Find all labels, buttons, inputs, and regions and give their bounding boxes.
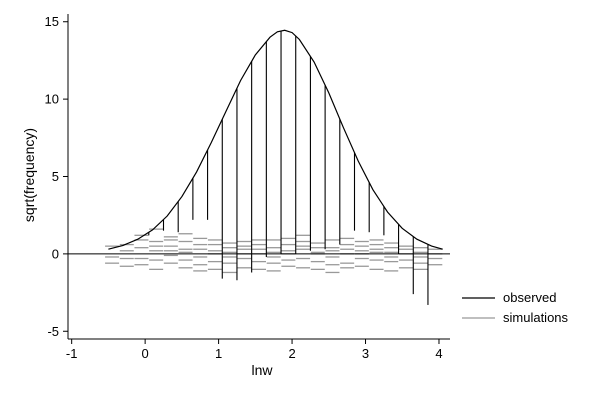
legend-simulations-label: simulations (503, 310, 569, 325)
x-tick-label: 4 (435, 346, 442, 361)
x-tick-label: 1 (215, 346, 222, 361)
fitted-density-curve (108, 29, 443, 250)
y-axis-title: sqrt(frequency) (21, 128, 37, 222)
y-tick-label: 0 (52, 246, 59, 261)
x-tick-label: 3 (362, 346, 369, 361)
x-tick-label: -1 (66, 346, 78, 361)
x-tick-label: 0 (142, 346, 149, 361)
legend: observed simulations (462, 290, 569, 325)
observed-bars-layer (148, 31, 429, 305)
legend-observed-label: observed (503, 290, 556, 305)
y-tick-label: 15 (45, 14, 59, 29)
y-tick-label: 5 (52, 169, 59, 184)
x-tick-label: 2 (288, 346, 295, 361)
y-tick-label: 10 (45, 92, 59, 107)
simulations-layer (105, 228, 443, 274)
axes: -1 0 1 2 3 4 -5 0 5 10 15 (45, 14, 450, 361)
x-axis-title: lnw (251, 362, 273, 378)
y-tick-label: -5 (47, 324, 59, 339)
